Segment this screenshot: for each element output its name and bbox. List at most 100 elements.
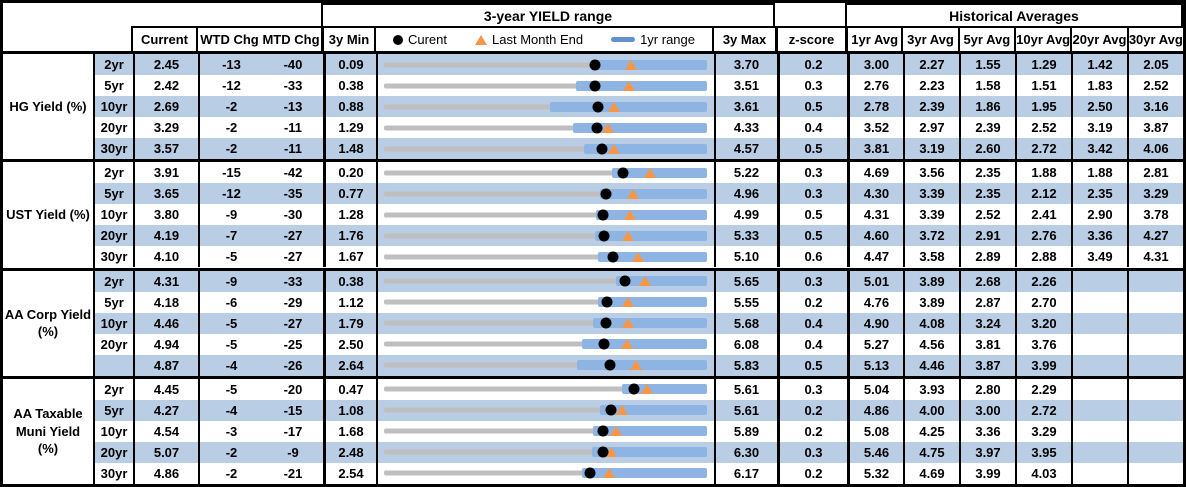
tenor-label: 20yr bbox=[95, 333, 133, 355]
mtd-chg-value: -17 bbox=[263, 420, 323, 442]
1yr-range-bar bbox=[590, 59, 707, 70]
mtd-chg-value: -29 bbox=[263, 291, 323, 313]
chart-plot bbox=[384, 162, 707, 183]
avg-value: 5.27 bbox=[847, 333, 903, 355]
3y-max-value: 3.70 bbox=[714, 54, 777, 76]
3y-max-value: 5.61 bbox=[714, 378, 777, 400]
1yr-range-bar bbox=[600, 405, 707, 416]
mtd-chg-value: -33 bbox=[263, 75, 323, 97]
z-score-value: 0.2 bbox=[777, 291, 847, 313]
current-value: 2.69 bbox=[133, 96, 198, 118]
3y-range-track bbox=[384, 428, 707, 434]
avg-value: 2.76 bbox=[847, 75, 903, 97]
avg-value: 2.97 bbox=[903, 117, 959, 139]
mtd-chg-value: -42 bbox=[263, 162, 323, 184]
current-value: 4.18 bbox=[133, 291, 198, 313]
avg-value bbox=[1071, 354, 1127, 376]
avg-value bbox=[1071, 312, 1127, 334]
wtd-chg-value: -5 bbox=[198, 246, 263, 268]
yield-range-chart bbox=[376, 441, 714, 463]
group-label-line: (%) bbox=[37, 441, 59, 457]
tenor-label: 30yr bbox=[95, 462, 133, 484]
3y-min-value: 1.08 bbox=[323, 399, 376, 421]
avg-value: 3.56 bbox=[903, 162, 959, 184]
avg-value: 4.06 bbox=[1127, 138, 1183, 160]
avg-value: 3.36 bbox=[1071, 225, 1127, 247]
avg-value: 5.04 bbox=[847, 378, 903, 400]
3y-max-value: 6.17 bbox=[714, 462, 777, 484]
avg-value: 4.47 bbox=[847, 246, 903, 268]
column-header-20yr-avg: 20yr Avg bbox=[1070, 26, 1127, 51]
avg-value: 4.69 bbox=[847, 162, 903, 184]
current-dot-icon bbox=[392, 34, 403, 45]
avg-value: 3.81 bbox=[847, 138, 903, 160]
avg-value bbox=[1127, 462, 1183, 484]
wtd-chg-value: -2 bbox=[198, 96, 263, 118]
row-group: HG Yield (%) 2yr 2.45 -13 -40 0.09 3.70 0.2 3.00… bbox=[3, 54, 1183, 160]
avg-value: 4.25 bbox=[903, 420, 959, 442]
3y-range-track bbox=[384, 170, 707, 176]
avg-value bbox=[1127, 378, 1183, 400]
mtd-chg-value: -40 bbox=[263, 54, 323, 76]
group-label-line: Muni Yield bbox=[15, 423, 81, 439]
table-row: 10yr 2.69 -2 -13 0.88 3.61 0.5 2.78 2.39 1.86 1.95… bbox=[95, 96, 1183, 118]
last-month-end-marker bbox=[622, 318, 635, 329]
table-row: 2yr 4.45 -5 -20 0.47 5.61 0.3 5.04 3.93 2.80 2.29 bbox=[95, 378, 1183, 400]
mtd-chg-value: -27 bbox=[263, 312, 323, 334]
current-marker bbox=[601, 296, 613, 308]
avg-value: 1.58 bbox=[959, 75, 1015, 97]
avg-value: 2.39 bbox=[959, 117, 1015, 139]
1yr-range-bar bbox=[598, 297, 707, 308]
3y-min-value: 0.20 bbox=[323, 162, 376, 184]
group-label: UST Yield (%) bbox=[3, 162, 95, 268]
3y-max-value: 6.30 bbox=[714, 441, 777, 463]
chart-plot bbox=[384, 54, 707, 75]
wtd-chg-value: -6 bbox=[198, 291, 263, 313]
3y-range-track bbox=[384, 125, 707, 131]
avg-value: 2.29 bbox=[1015, 378, 1071, 400]
mtd-chg-value: -27 bbox=[263, 225, 323, 247]
yield-range-chart bbox=[376, 420, 714, 442]
1yr-range-bar bbox=[549, 101, 707, 112]
3y-max-value: 5.10 bbox=[714, 246, 777, 268]
column-header-3yr-avg: 3yr Avg bbox=[901, 26, 958, 51]
3y-range-track bbox=[384, 83, 707, 89]
chart-plot bbox=[384, 313, 707, 334]
last-month-end-marker bbox=[604, 447, 617, 458]
z-score-value: 0.4 bbox=[777, 117, 847, 139]
chart-plot bbox=[384, 292, 707, 313]
3y-range-track bbox=[384, 212, 707, 218]
3y-min-value: 1.28 bbox=[323, 204, 376, 226]
3y-min-value: 2.50 bbox=[323, 333, 376, 355]
3y-max-value: 4.33 bbox=[714, 117, 777, 139]
avg-value bbox=[1127, 354, 1183, 376]
z-score-value: 0.5 bbox=[777, 96, 847, 118]
current-value: 4.86 bbox=[133, 462, 198, 484]
avg-value: 4.08 bbox=[903, 312, 959, 334]
current-marker bbox=[592, 101, 604, 113]
last-month-end-marker bbox=[616, 405, 629, 416]
current-value: 2.42 bbox=[133, 75, 198, 97]
column-header-5yr-avg: 5yr Avg bbox=[957, 26, 1014, 51]
z-score-value: 0.3 bbox=[777, 441, 847, 463]
tenor-label: 5yr bbox=[95, 75, 133, 97]
yield-range-chart bbox=[376, 138, 714, 160]
yield-range-chart bbox=[376, 312, 714, 334]
3y-min-value: 1.29 bbox=[323, 117, 376, 139]
last-month-end-marker bbox=[643, 167, 656, 178]
avg-value bbox=[1071, 399, 1127, 421]
wtd-chg-value: -2 bbox=[198, 441, 263, 463]
current-value: 3.80 bbox=[133, 204, 198, 226]
avg-value: 3.81 bbox=[959, 333, 1015, 355]
avg-value: 3.24 bbox=[959, 312, 1015, 334]
yield-range-chart bbox=[376, 399, 714, 421]
avg-value: 1.95 bbox=[1015, 96, 1071, 118]
3y-range-track bbox=[384, 320, 707, 326]
avg-value: 3.19 bbox=[1071, 117, 1127, 139]
3y-range-track bbox=[384, 191, 707, 197]
avg-value bbox=[1127, 441, 1183, 463]
last-month-end-marker bbox=[622, 80, 635, 91]
avg-value: 3.16 bbox=[1127, 96, 1183, 118]
wtd-chg-value: -2 bbox=[198, 138, 263, 160]
table-row: 10yr 3.80 -9 -30 1.28 4.99 0.5 4.31 3.39 2.52 2.41… bbox=[95, 204, 1183, 226]
